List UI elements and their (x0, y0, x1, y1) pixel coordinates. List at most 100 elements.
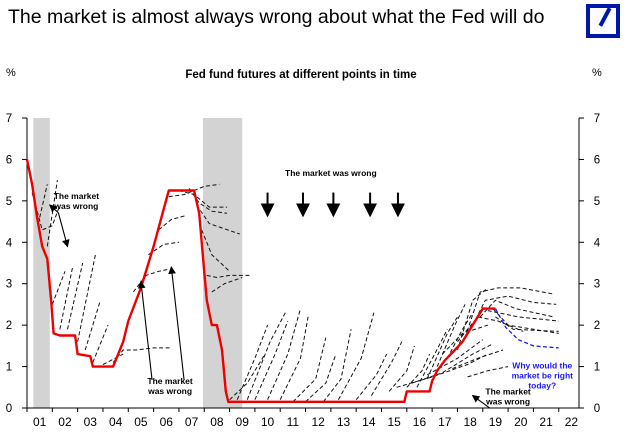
annotation-arrow-2-1 (168, 266, 185, 381)
futures-path-1 (39, 184, 48, 218)
futures-path-12 (148, 241, 179, 256)
recession-bands (33, 118, 243, 408)
x-tick-label-10: 10 (261, 415, 275, 429)
futures-path-24 (254, 320, 289, 400)
futures-path-36 (426, 316, 458, 380)
y-tick-label-left-4: 4 (6, 237, 13, 249)
futures-path-48 (426, 339, 484, 376)
annotation-arrow-2-0 (137, 280, 153, 381)
futures-path-51 (452, 349, 504, 370)
futures-path-49 (411, 343, 494, 384)
futures-paths (31, 180, 559, 403)
x-tick-label-03: 03 (84, 415, 98, 429)
axes: 0 01 12 23 34 45 56 67 701 02 03 04 05 06 07 08 09 10 11 12… (6, 113, 601, 429)
futures-path-15 (178, 190, 227, 208)
annotation-arrow-4-0 (471, 394, 491, 409)
futures-path-40 (464, 287, 554, 338)
futures-path-27 (292, 337, 327, 403)
annotation-text-1: The market was wrong (285, 168, 377, 178)
annotation-arrow-0-1 (57, 212, 70, 248)
x-tick-label-14: 14 (362, 415, 376, 429)
futures-path-34 (406, 353, 431, 388)
y-tick-label-left-6: 6 (6, 154, 12, 166)
futures-path-0 (31, 192, 61, 231)
annotation-4: The market was wrong (471, 386, 531, 409)
x-tick-label-13: 13 (337, 415, 351, 429)
annotation-text-0: The market was wrong (53, 191, 99, 211)
futures-path-17 (196, 204, 240, 235)
futures-path-9 (102, 353, 124, 365)
actual-rate-line (25, 159, 496, 403)
futures-path-29 (322, 329, 352, 403)
x-tick-label-12: 12 (312, 415, 326, 429)
annotation-3: Why would the market be right today? (512, 361, 574, 391)
futures-path-5 (67, 262, 84, 330)
x-tick-label-09: 09 (236, 415, 250, 429)
annotation-2: The market was wrong (137, 266, 193, 396)
x-tick-label-18: 18 (463, 415, 477, 429)
y-tick-label-left-3: 3 (6, 279, 12, 291)
x-tick-label-07: 07 (185, 415, 199, 429)
futures-path-10 (112, 347, 172, 363)
futures-path-43 (487, 310, 559, 322)
futures-path-8 (92, 324, 109, 363)
y-tick-label-left-2: 2 (6, 320, 12, 332)
deutsche-bank-logo-icon (586, 4, 620, 38)
futures-path-38 (446, 312, 474, 359)
x-tick-label-22: 22 (565, 415, 579, 429)
annotation-text-2: The market was wrong (147, 376, 193, 396)
y-unit-left: % (6, 67, 16, 79)
futures-path-6 (77, 254, 96, 342)
futures-path-31 (355, 353, 388, 401)
y-tick-label-left-1: 1 (6, 362, 12, 374)
annotation-text-4: The market was wrong (485, 386, 531, 406)
futures-path-28 (305, 353, 337, 403)
annotation-arrow-0-0 (48, 204, 59, 214)
y-tick-label-left-0: 0 (6, 403, 12, 415)
x-tick-label-04: 04 (109, 415, 123, 429)
annotation-text-3: Why would the market be right today? (512, 361, 574, 391)
y-tick-label-right-4: 4 (594, 237, 601, 249)
x-tick-label-19: 19 (489, 415, 503, 429)
x-tick-label-06: 06 (160, 415, 174, 429)
futures-path-42 (479, 299, 554, 318)
futures-path-4 (59, 266, 74, 330)
y-unit-right: % (592, 67, 602, 79)
futures-path-46 (457, 316, 524, 343)
x-tick-label-11: 11 (287, 415, 300, 429)
y-tick-label-right-5: 5 (594, 196, 600, 208)
futures-path-32 (370, 341, 403, 396)
x-tick-label-05: 05 (134, 415, 148, 429)
y-tick-label-left-7: 7 (6, 113, 12, 125)
futures-path-33 (388, 345, 415, 392)
futures-path-13 (158, 214, 187, 231)
futures-path-19 (206, 274, 250, 279)
annotation-1: The market was wrong (260, 168, 405, 218)
y-tick-label-right-2: 2 (594, 320, 600, 332)
x-tick-label-20: 20 (514, 415, 528, 429)
futures-path-23 (246, 312, 286, 400)
futures-path-22 (236, 324, 269, 400)
projection-path (494, 308, 559, 349)
y-tick-label-right-6: 6 (594, 154, 600, 166)
y-tick-label-right-0: 0 (594, 403, 600, 415)
futures-path-26 (279, 316, 309, 400)
x-tick-label-16: 16 (413, 415, 427, 429)
futures-path-50 (396, 353, 489, 388)
actual-rate-path (25, 159, 496, 403)
futures-path-44 (492, 308, 559, 334)
futures-path-21 (229, 353, 266, 401)
chart-title: Fed fund futures at different points in … (185, 69, 416, 81)
y-tick-label-right-7: 7 (594, 113, 600, 125)
futures-path-20 (211, 277, 243, 293)
futures-path-30 (337, 312, 375, 400)
annotation-0: The market was wrong (48, 191, 99, 248)
futures-path-11 (132, 268, 169, 293)
futures-path-45 (495, 316, 559, 332)
projection-line (494, 308, 559, 349)
x-tick-label-02: 02 (58, 415, 72, 429)
x-tick-label-21: 21 (539, 415, 553, 429)
futures-path-3 (51, 271, 66, 305)
futures-path-7 (84, 300, 101, 351)
